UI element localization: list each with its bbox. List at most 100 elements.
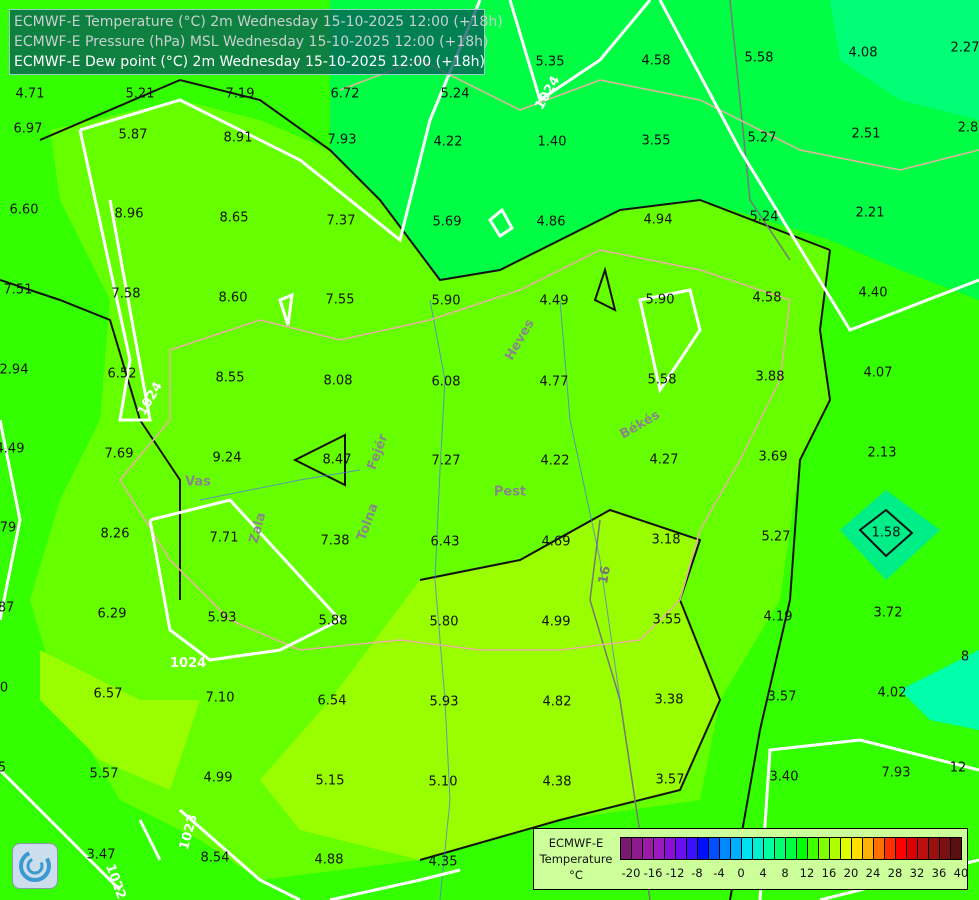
legend-color-swatch — [940, 838, 951, 859]
legend-color-bar — [620, 837, 962, 860]
dewpoint-value: 6.29 — [98, 607, 127, 622]
swirl-icon — [19, 850, 51, 882]
dewpoint-value: 4.88 — [315, 853, 344, 868]
dewpoint-value: 4.58 — [753, 291, 782, 306]
dewpoint-value: 5.24 — [750, 210, 779, 225]
temp-zone-ne — [830, 0, 979, 120]
dewpoint-value: 8 — [961, 650, 969, 665]
dewpoint-value: 3.72 — [874, 606, 903, 621]
legend-color-swatch — [753, 838, 764, 859]
legend-color-swatch — [632, 838, 643, 859]
dewpoint-value: 3.18 — [652, 533, 681, 548]
legend-color-swatch — [896, 838, 907, 859]
dewpoint-value: 3.55 — [642, 134, 671, 149]
legend-tick: 24 — [865, 866, 881, 880]
dewpoint-value: 79 — [0, 521, 16, 536]
dewpoint-value: 1.58 — [872, 526, 901, 541]
legend-color-swatch — [709, 838, 720, 859]
legend-color-swatch — [698, 838, 709, 859]
legend-color-swatch — [720, 838, 731, 859]
dewpoint-value: 4.22 — [434, 135, 463, 150]
dewpoint-value: 6.97 — [14, 122, 43, 137]
dewpoint-value: 2.27 — [951, 41, 979, 56]
dewpoint-value: 8.26 — [101, 527, 130, 542]
legend-title-line: Temperature — [539, 852, 613, 866]
dewpoint-value: 7.27 — [432, 454, 461, 469]
dewpoint-value: 4.02 — [878, 686, 907, 701]
region-label: Pest — [494, 485, 526, 500]
map-header: ECMWF-E Temperature (°C) 2m Wednesday 15… — [9, 9, 503, 75]
color-legend: ECMWF-E Temperature °C -20 -16 -12 -8 -4 0 4 8 1… — [533, 828, 968, 890]
legend-color-swatch — [764, 838, 775, 859]
legend-title-line: °C — [569, 868, 583, 882]
legend-color-swatch — [731, 838, 742, 859]
dewpoint-value: 3.55 — [653, 613, 682, 628]
legend-color-swatch — [885, 838, 896, 859]
pressure-layer-title[interactable]: ECMWF-E Pressure (hPa) MSL Wednesday 15-… — [14, 34, 489, 50]
dewpoint-contours — [0, 78, 914, 900]
dewpoint-value: 4.49 — [540, 294, 569, 309]
dewpoint-value: 8.54 — [201, 851, 230, 866]
legend-color-swatch — [687, 838, 698, 859]
temperature-layer-title[interactable]: ECMWF-E Temperature (°C) 2m Wednesday 15… — [14, 14, 503, 30]
dewpoint-value: 8.91 — [224, 131, 253, 146]
dewpoint-value: 5.90 — [646, 293, 675, 308]
dewpoint-value: 3.88 — [756, 370, 785, 385]
dewpoint-value: 4.40 — [859, 286, 888, 301]
legend-title-line: ECMWF-E — [548, 836, 604, 850]
isobar-label: 1024 — [170, 656, 206, 671]
dewpoint-value: 4.07 — [864, 366, 893, 381]
legend-color-swatch — [742, 838, 753, 859]
temp-zone-sw — [40, 650, 200, 790]
legend-tick: 12 — [799, 866, 815, 880]
dewpoint-value: 2.51 — [852, 127, 881, 142]
dewpoint-value: 7.19 — [226, 87, 255, 102]
dewpoint-value: 4.49 — [0, 442, 24, 457]
dewpoint-value: 4.35 — [429, 855, 458, 870]
dewpoint-value: 7.93 — [328, 133, 357, 148]
dewpoint-value: 3.57 — [656, 773, 685, 788]
dewpoint-value: 5.21 — [126, 87, 155, 102]
legend-color-swatch — [929, 838, 940, 859]
dewpoint-value: 5.10 — [429, 775, 458, 790]
dewpoint-value: 7.55 — [326, 293, 355, 308]
dewpoint-value: 8.96 — [115, 207, 144, 222]
dewpoint-value: 7.58 — [112, 287, 141, 302]
dewpoint-value: 5.57 — [90, 767, 119, 782]
dewpoint-zone-east — [900, 650, 979, 730]
ecmwf-logo — [12, 843, 58, 889]
dewpoint-value: 5.69 — [433, 215, 462, 230]
region-label: Vas — [185, 475, 211, 490]
temperature-contour-label: 16 — [596, 565, 614, 585]
dewpoint-value: 1.40 — [538, 135, 567, 150]
dewpoint-value: 4.69 — [542, 535, 571, 550]
dewpoint-value: 4.08 — [849, 46, 878, 61]
legend-color-swatch — [907, 838, 918, 859]
dewpoint-value: 5.87 — [119, 128, 148, 143]
legend-color-swatch — [874, 838, 885, 859]
dewpoint-layer-title[interactable]: ECMWF-E Dew point (°C) 2m Wednesday 15-1… — [14, 54, 485, 70]
legend-color-swatch — [951, 838, 961, 859]
legend-color-swatch — [808, 838, 819, 859]
dewpoint-value: 4.38 — [543, 775, 572, 790]
dewpoint-value: 4.19 — [764, 610, 793, 625]
dewpoint-labels: 4.71 5.21 7.19 6.72 5.24 5.35 4.58 5.58 4.08 2.27… — [0, 41, 979, 870]
legend-tick: -12 — [665, 866, 685, 880]
dewpoint-value: 4.94 — [644, 213, 673, 228]
legend-color-swatch — [918, 838, 929, 859]
legend-tick: 8 — [781, 866, 789, 880]
legend-tick: 16 — [821, 866, 837, 880]
dewpoint-value: 7.38 — [321, 534, 350, 549]
legend-tick: 32 — [909, 866, 925, 880]
dewpoint-value: 8.47 — [323, 453, 352, 468]
dewpoint-value: 2.94 — [0, 363, 28, 378]
legend-tick: 28 — [887, 866, 903, 880]
dewpoint-value: 2.21 — [856, 206, 885, 221]
dewpoint-value: 5 — [0, 761, 6, 776]
legend-color-swatch — [665, 838, 676, 859]
legend-color-swatch — [841, 838, 852, 859]
dewpoint-value: 3.57 — [768, 690, 797, 705]
legend-tick: 4 — [759, 866, 767, 880]
legend-color-swatch — [643, 838, 654, 859]
